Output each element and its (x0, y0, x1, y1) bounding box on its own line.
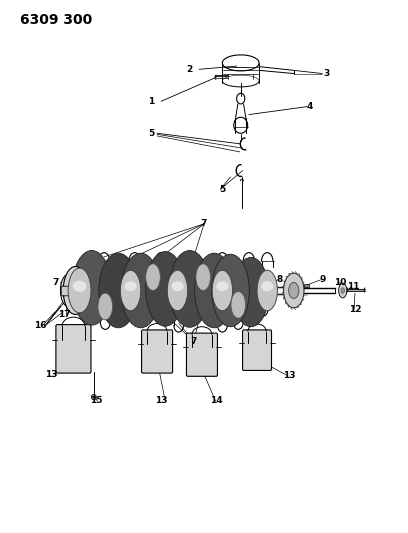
Ellipse shape (124, 281, 137, 291)
Ellipse shape (257, 270, 277, 311)
Ellipse shape (212, 270, 233, 311)
FancyBboxPatch shape (56, 325, 91, 373)
Ellipse shape (91, 394, 96, 400)
Ellipse shape (196, 264, 211, 290)
FancyBboxPatch shape (186, 333, 217, 376)
Text: 16: 16 (34, 321, 46, 329)
Text: 11: 11 (347, 282, 359, 291)
Ellipse shape (73, 280, 86, 292)
Text: 12: 12 (349, 305, 361, 313)
Text: 6309 300: 6309 300 (20, 13, 93, 27)
Ellipse shape (63, 266, 88, 314)
Ellipse shape (341, 288, 344, 293)
Ellipse shape (233, 257, 269, 327)
Ellipse shape (98, 293, 113, 320)
Ellipse shape (212, 254, 249, 327)
Ellipse shape (195, 253, 234, 328)
Ellipse shape (99, 253, 138, 328)
Text: 15: 15 (90, 397, 102, 405)
Text: 5: 5 (148, 129, 154, 138)
Ellipse shape (216, 281, 228, 291)
Text: 7: 7 (191, 337, 197, 345)
Text: 10: 10 (335, 278, 347, 287)
Ellipse shape (120, 270, 141, 311)
Text: 3: 3 (323, 69, 330, 78)
Ellipse shape (167, 270, 188, 311)
Text: 14: 14 (210, 397, 222, 405)
Text: 7: 7 (201, 220, 207, 228)
Ellipse shape (64, 280, 72, 301)
Ellipse shape (146, 252, 185, 326)
Text: 2: 2 (186, 65, 193, 74)
FancyBboxPatch shape (61, 286, 71, 296)
Ellipse shape (68, 268, 91, 313)
Text: 1: 1 (148, 97, 154, 106)
Bar (304, 284, 309, 287)
Text: 13: 13 (284, 372, 296, 380)
Ellipse shape (288, 282, 299, 298)
Ellipse shape (339, 283, 347, 298)
Ellipse shape (146, 264, 160, 290)
FancyBboxPatch shape (242, 330, 272, 370)
Ellipse shape (121, 253, 160, 328)
Ellipse shape (284, 273, 304, 308)
Ellipse shape (171, 281, 184, 291)
Text: 8: 8 (276, 276, 283, 284)
Ellipse shape (72, 251, 111, 325)
Ellipse shape (261, 281, 273, 291)
FancyBboxPatch shape (142, 330, 173, 373)
Text: 4: 4 (307, 102, 313, 111)
Text: 13: 13 (45, 370, 57, 378)
Ellipse shape (169, 251, 210, 327)
Text: 9: 9 (319, 276, 326, 284)
Text: 17: 17 (58, 310, 71, 319)
Ellipse shape (231, 292, 246, 318)
Ellipse shape (60, 274, 76, 306)
Text: 7: 7 (52, 278, 58, 287)
Text: 5: 5 (219, 185, 226, 193)
Text: 13: 13 (155, 397, 167, 405)
